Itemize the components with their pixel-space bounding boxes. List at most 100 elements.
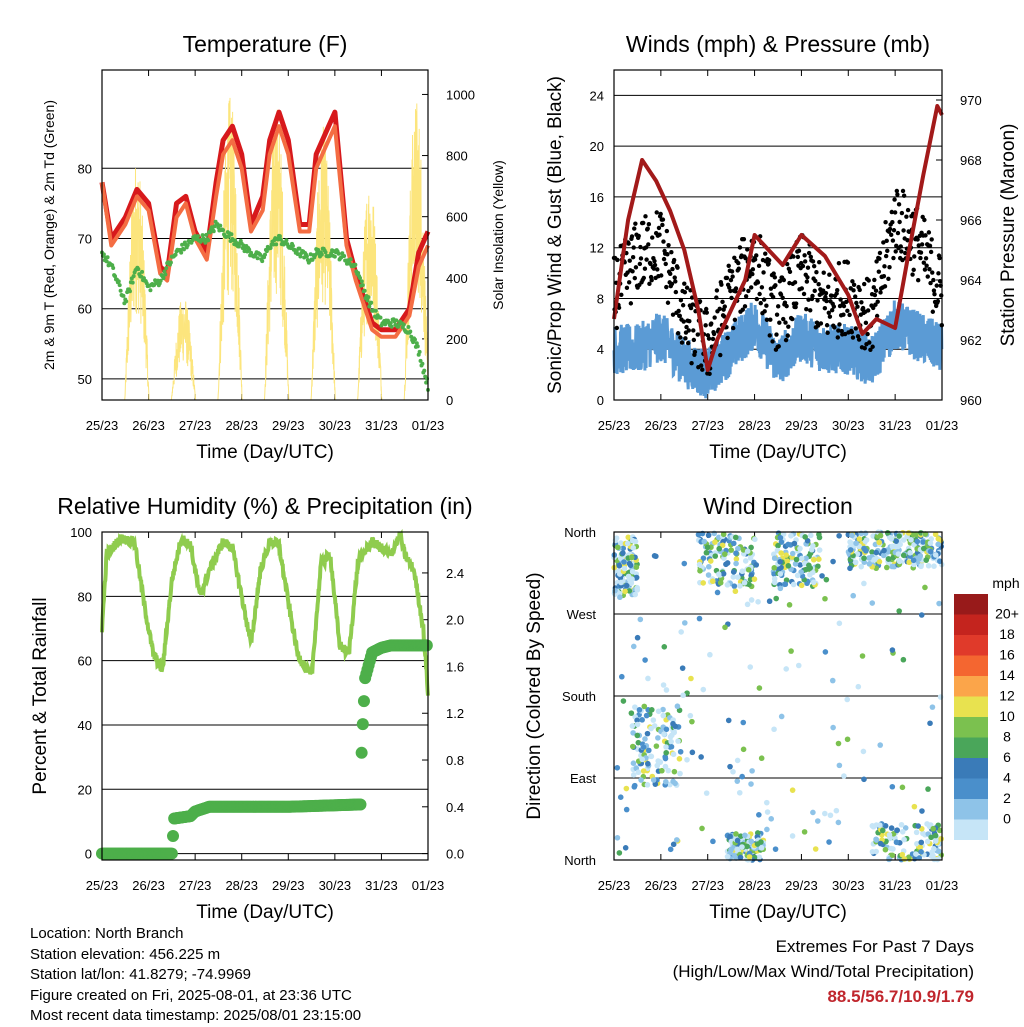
wind-gust-point [757, 291, 762, 297]
wind-gust-point [816, 282, 821, 287]
wind-gust-point [743, 294, 749, 299]
dewpoint-point [173, 252, 178, 257]
direction-point [927, 540, 934, 546]
direction-point [931, 563, 937, 569]
direction-point [635, 739, 642, 746]
direction-point [900, 656, 907, 663]
colorbar-label: 10 [999, 708, 1015, 724]
wind-gust-point [871, 305, 876, 311]
direction-point [730, 569, 737, 575]
colorbar-swatch [954, 819, 988, 840]
wind-gust-point [868, 347, 873, 352]
direction-point [899, 851, 906, 858]
wind-gust-point [877, 256, 882, 261]
wind-gust-point [632, 226, 637, 231]
wind-gust-point [730, 274, 735, 279]
x-tick-label: 25/23 [86, 878, 119, 893]
colorbar-label: 0 [1003, 811, 1011, 827]
colorbar-swatch [954, 594, 988, 615]
direction-point [924, 838, 931, 845]
direction-point [886, 856, 892, 863]
figure-created: Figure created on Fri, 2025-08-01, at 23… [30, 986, 352, 1004]
dewpoint-point [284, 238, 289, 243]
wind-gust-point [835, 287, 840, 293]
wind-gust-point [824, 298, 829, 304]
wind-gust-point [850, 335, 856, 340]
direction-point [614, 764, 621, 771]
direction-point [748, 597, 755, 603]
wind-gust-point [732, 255, 737, 260]
y2-tick-label: 800 [446, 149, 468, 164]
direction-point [723, 561, 729, 568]
direction-point [847, 547, 854, 553]
wind-gust-point [743, 256, 748, 261]
direction-point [893, 538, 900, 544]
direction-point [661, 644, 668, 650]
y2-tick-label: 600 [446, 210, 468, 225]
wind-gust-point [777, 320, 782, 325]
wind-gust-point [703, 323, 708, 328]
wind-gust-point [867, 340, 872, 345]
wind-gust-point [722, 304, 727, 309]
wind-gust-point [660, 217, 666, 222]
wind-gust-point [698, 363, 704, 368]
direction-point [798, 569, 804, 575]
wind-gust-point [804, 307, 809, 312]
colorbar-swatch [954, 717, 988, 738]
direction-point [927, 548, 934, 555]
direction-point [873, 549, 880, 556]
wind-gust-point [856, 337, 862, 342]
dewpoint-point [359, 279, 364, 284]
wind-gust-point [745, 247, 750, 252]
dewpoint-point [332, 254, 337, 259]
wind-gust-point [670, 312, 676, 317]
wind-gust-point [795, 254, 801, 260]
direction-point [866, 561, 873, 567]
dewpoint-point [116, 279, 121, 284]
dewpoint-point [229, 232, 234, 237]
wind-gust-point [862, 346, 867, 351]
direction-point [687, 712, 694, 719]
wind-gust-point [837, 303, 843, 309]
direction-point [717, 579, 724, 586]
direction-point [642, 736, 648, 742]
direction-point [617, 794, 624, 800]
direction-point [668, 743, 675, 750]
wind-gust-point [935, 298, 941, 304]
dewpoint-point [105, 255, 110, 260]
direction-point [751, 576, 758, 582]
dewpoint-point [406, 324, 411, 329]
wind-gust-point [761, 270, 766, 275]
direction-point [814, 818, 821, 824]
wind-gust-point [686, 328, 691, 333]
direction-point [810, 556, 817, 563]
y-tick-label: 4 [597, 342, 604, 357]
direction-point [928, 853, 935, 860]
direction-point [614, 834, 621, 841]
direction-point [795, 662, 802, 669]
y-tick-label: 16 [590, 190, 604, 205]
wind-gust-point [763, 251, 768, 256]
direction-point [645, 747, 652, 754]
y-tick-label: 50 [78, 372, 92, 387]
colorbar-swatch [954, 737, 988, 758]
y2-tick-label: 0.4 [446, 800, 464, 815]
direction-point [877, 840, 884, 847]
wind-gust-point [652, 258, 657, 264]
dewpoint-point [260, 259, 265, 264]
direction-point [871, 556, 878, 563]
direction-point [684, 756, 690, 763]
direction-point [771, 579, 778, 586]
wind-gust-point [645, 226, 650, 231]
direction-point [753, 562, 760, 568]
wind-gust-point [905, 238, 910, 243]
direction-point [792, 561, 799, 567]
wind-gust-point [904, 214, 909, 219]
wind-gust-point [673, 279, 678, 284]
wind-gust-point [918, 250, 924, 255]
wind-gust-point [847, 312, 852, 318]
wind-gust-point [806, 297, 811, 302]
dewpoint-point [415, 344, 420, 349]
precip-point [357, 695, 370, 708]
wind-gust-point [774, 332, 779, 337]
